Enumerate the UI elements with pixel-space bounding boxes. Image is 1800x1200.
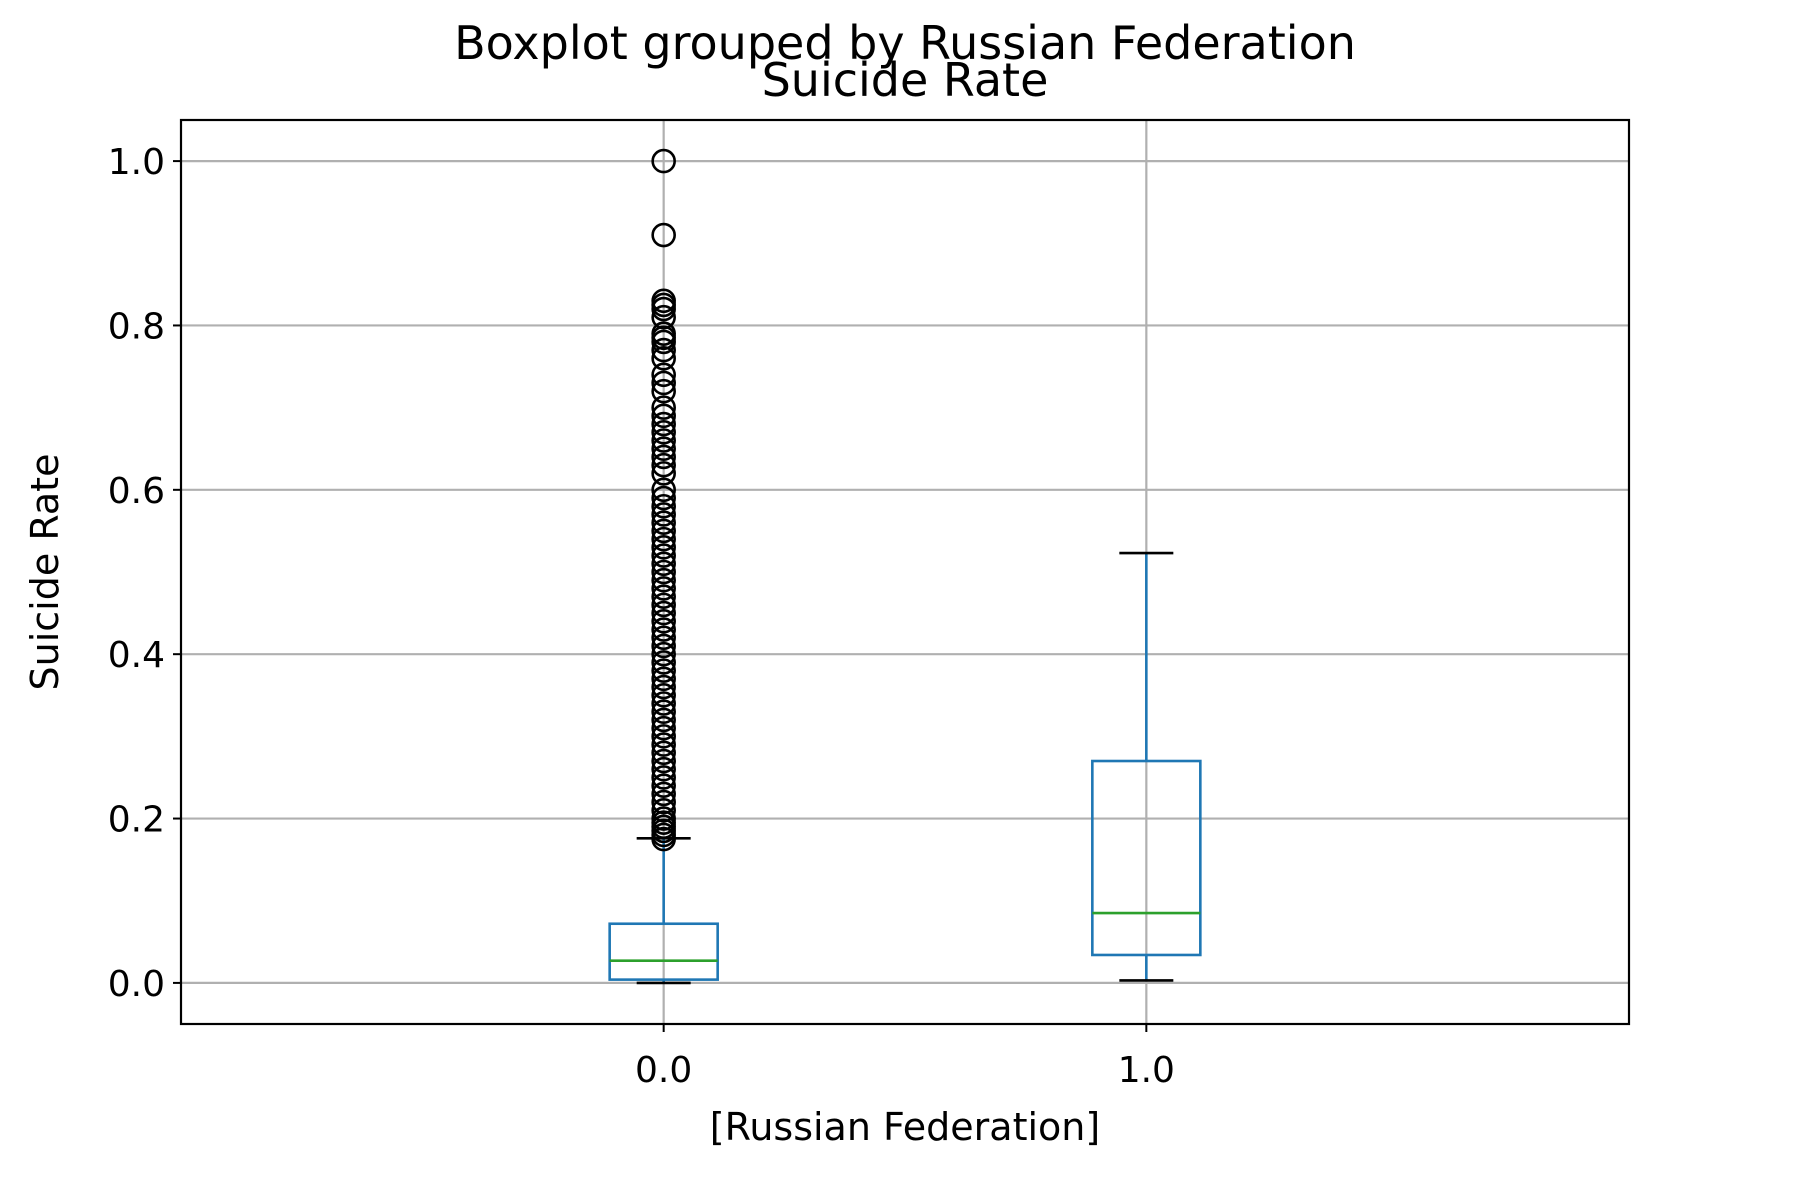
outlier-point — [651, 510, 676, 535]
outlier-point — [651, 658, 676, 683]
outlier-point — [651, 765, 676, 790]
outlier-point — [651, 584, 676, 609]
x-axis-label: [Russian Federation] — [710, 1105, 1100, 1149]
outlier-point — [651, 789, 676, 815]
y-tick-label: 0.0 — [108, 964, 165, 1005]
outlier-point — [651, 419, 676, 445]
outlier-point — [651, 411, 676, 437]
box-iqr — [1091, 759, 1202, 957]
outlier-point — [651, 773, 676, 798]
outlier-point — [651, 518, 676, 544]
outlier-point — [651, 567, 676, 593]
outlier-point — [651, 493, 676, 519]
outlier-point — [651, 682, 676, 708]
y-tick-label: 0.6 — [108, 471, 165, 512]
outlier-point — [651, 485, 676, 511]
outlier-point — [651, 452, 676, 478]
axis-ticks: 0.0 0.2 0.4 0.6 0.8 1.0 0.0 1.0 — [108, 142, 1175, 1091]
outlier-point — [651, 798, 676, 823]
outlier-point — [651, 740, 676, 766]
outlier-point — [651, 304, 676, 330]
outlier-point — [651, 403, 676, 429]
outlier-point — [651, 436, 676, 462]
outlier-point — [651, 600, 676, 626]
chart-suptitle: Boxplot grouped by Russian Federation — [454, 16, 1356, 70]
outlier-point — [651, 296, 676, 322]
plot-frame — [179, 118, 1631, 1026]
outlier-point — [651, 395, 676, 420]
box-iqr — [608, 922, 719, 981]
outlier-point — [651, 732, 676, 757]
outlier-point — [651, 707, 676, 733]
outlier-point — [651, 756, 676, 782]
outlier-point — [651, 502, 676, 527]
outlier-point — [651, 477, 676, 503]
outlier-point — [651, 378, 676, 404]
chart-title: Suicide Rate — [762, 53, 1049, 107]
box-group — [1091, 551, 1202, 982]
outlier-point — [651, 724, 676, 749]
outlier-point — [651, 148, 676, 174]
y-tick-label: 1.0 — [108, 142, 165, 183]
x-tick-label: 0.0 — [635, 1050, 692, 1091]
outlier-point — [651, 428, 676, 453]
outlier-point — [651, 576, 676, 601]
outlier-point — [651, 625, 676, 651]
box-group — [608, 148, 719, 985]
outlier-point — [651, 617, 676, 642]
outlier-point — [651, 826, 676, 852]
outlier-point — [651, 592, 676, 618]
outlier-point — [651, 551, 676, 577]
outlier-point — [651, 691, 676, 716]
outlier-point — [651, 559, 676, 585]
outlier-point — [651, 362, 676, 388]
outlier-point — [651, 222, 676, 248]
y-tick-label: 0.2 — [108, 800, 165, 841]
y-tick-label: 0.8 — [108, 306, 165, 347]
y-axis-label: Suicide Rate — [23, 454, 67, 691]
outlier-point — [651, 609, 676, 634]
x-tick-label: 1.0 — [1118, 1050, 1175, 1091]
outlier-point — [651, 650, 676, 675]
outlier-point — [651, 337, 676, 363]
outlier-point — [651, 346, 676, 371]
outlier-point — [651, 666, 676, 692]
outlier-point — [651, 641, 676, 667]
outlier-point — [651, 444, 676, 470]
outlier-point — [651, 633, 676, 659]
outlier-point — [651, 526, 676, 552]
outlier-point — [651, 699, 676, 725]
grid-lines — [181, 120, 1629, 1024]
outlier-point — [651, 329, 676, 355]
outlier-point — [651, 370, 676, 396]
outlier-point — [651, 715, 676, 741]
outlier-point — [651, 748, 676, 774]
outlier-point — [651, 461, 676, 486]
outlier-point — [651, 781, 676, 807]
y-tick-label: 0.4 — [108, 635, 165, 676]
outlier-point — [651, 674, 676, 700]
boxes — [608, 148, 1202, 985]
outlier-point — [651, 543, 676, 568]
outlier-point — [651, 535, 676, 560]
